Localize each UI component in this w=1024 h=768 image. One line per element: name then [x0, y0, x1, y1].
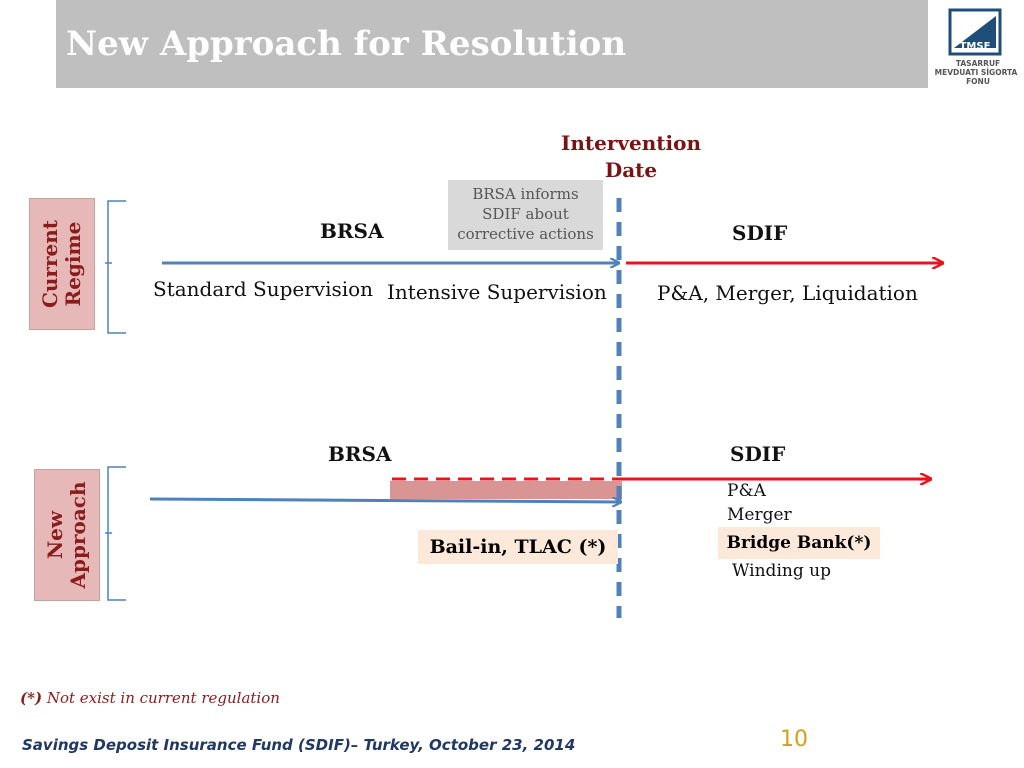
intervention-line2: Date: [604, 158, 658, 182]
footnote-text: Not exist in current regulation: [42, 689, 280, 707]
new-sdif-label: SDIF: [730, 442, 786, 466]
bail-in-box: Bail-in, TLAC (*): [418, 530, 618, 564]
title-bar: [56, 0, 928, 88]
current-sdif-actions: P&A, Merger, Liquidation: [657, 281, 918, 305]
current-regime-bracket: [107, 200, 126, 334]
intervention-line1: Intervention: [561, 131, 701, 155]
page-number: 10: [780, 727, 808, 752]
brsa-box-line2: SDIF about: [482, 205, 569, 223]
new-brsa-arrow: [149, 499, 620, 502]
new-label-line1: New: [43, 510, 67, 560]
current-regime-label: Current Regime: [29, 198, 95, 330]
current-sdif-label: SDIF: [732, 221, 788, 245]
standard-supervision-label: Standard Supervision: [153, 277, 374, 301]
brsa-informs-box: BRSA informs SDIF about corrective actio…: [448, 180, 603, 250]
logo-acronym: TMSF: [960, 41, 991, 52]
new-brsa-label: BRSA: [328, 442, 392, 466]
bail-in-band: [390, 481, 622, 499]
new-label-line2: Approach: [66, 481, 90, 589]
footnote: (*) Not exist in current regulation: [20, 689, 280, 707]
new-approach-label: New Approach: [34, 469, 100, 601]
current-brsa-label: BRSA: [320, 219, 384, 243]
merger-label: Merger: [727, 505, 792, 525]
tmsf-logo: TMSF TASARRUF MEVDUATI SİGORTA FONU: [935, 8, 1018, 86]
logo-line3: FONU: [966, 77, 990, 86]
intensive-supervision-label: Intensive Supervision: [387, 280, 607, 304]
bridge-bank-box: Bridge Bank(*): [718, 527, 880, 559]
current-label-line2: Regime: [61, 221, 85, 307]
intervention-date-label: Intervention Date: [560, 130, 702, 184]
pa-label: P&A: [727, 481, 766, 501]
logo-line1: TASARRUF: [956, 59, 1000, 68]
footer-text: Savings Deposit Insurance Fund (SDIF)– T…: [22, 736, 576, 754]
winding-up-label: Winding up: [732, 561, 831, 581]
brsa-box-line3: corrective actions: [457, 225, 594, 243]
current-label-line1: Current: [38, 219, 62, 309]
footnote-mark: (*): [20, 689, 43, 707]
page-title: New Approach for Resolution: [66, 24, 627, 64]
logo-line2: MEVDUATI SİGORTA: [935, 68, 1018, 77]
brsa-box-line1: BRSA informs: [472, 185, 579, 203]
